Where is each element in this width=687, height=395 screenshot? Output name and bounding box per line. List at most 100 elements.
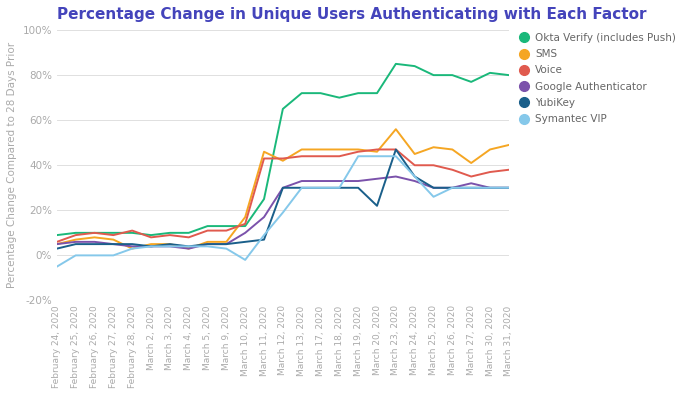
- Google Authenticator: [467, 181, 475, 186]
- YubiKey: [279, 185, 287, 190]
- Line: Google Authenticator: Google Authenticator: [57, 177, 509, 248]
- SMS: [260, 149, 268, 154]
- YubiKey: [91, 242, 99, 246]
- Google Authenticator: [166, 244, 174, 249]
- Voice: [297, 154, 306, 159]
- YubiKey: [53, 246, 61, 251]
- Symantec VIP: [71, 253, 80, 258]
- SMS: [448, 147, 456, 152]
- YubiKey: [166, 242, 174, 246]
- Google Authenticator: [429, 185, 438, 190]
- Voice: [185, 235, 193, 240]
- Symantec VIP: [166, 244, 174, 249]
- YubiKey: [429, 185, 438, 190]
- Symantec VIP: [279, 210, 287, 215]
- Symantec VIP: [392, 154, 400, 159]
- Voice: [335, 154, 344, 159]
- Okta Verify (includes Push): [486, 70, 494, 75]
- SMS: [297, 147, 306, 152]
- Voice: [317, 154, 325, 159]
- Symantec VIP: [335, 185, 344, 190]
- SMS: [241, 215, 249, 220]
- Symantec VIP: [241, 258, 249, 262]
- Symantec VIP: [467, 185, 475, 190]
- YubiKey: [467, 185, 475, 190]
- SMS: [354, 147, 362, 152]
- Voice: [166, 233, 174, 237]
- Voice: [373, 147, 381, 152]
- Google Authenticator: [109, 242, 117, 246]
- YubiKey: [128, 242, 136, 246]
- Line: Symantec VIP: Symantec VIP: [57, 156, 509, 267]
- Symantec VIP: [486, 185, 494, 190]
- Google Authenticator: [373, 177, 381, 181]
- Google Authenticator: [335, 179, 344, 183]
- Voice: [91, 230, 99, 235]
- Voice: [411, 163, 419, 167]
- Y-axis label: Percentage Change Compared to 28 Days Prior: Percentage Change Compared to 28 Days Pr…: [7, 42, 17, 288]
- Symantec VIP: [260, 233, 268, 237]
- SMS: [222, 239, 230, 244]
- Okta Verify (includes Push): [128, 230, 136, 235]
- YubiKey: [411, 174, 419, 179]
- Voice: [429, 163, 438, 167]
- YubiKey: [260, 237, 268, 242]
- Line: Voice: Voice: [57, 149, 509, 242]
- Voice: [147, 235, 155, 240]
- Google Authenticator: [354, 179, 362, 183]
- Okta Verify (includes Push): [448, 73, 456, 77]
- Voice: [486, 169, 494, 174]
- SMS: [91, 235, 99, 240]
- Symantec VIP: [91, 253, 99, 258]
- SMS: [373, 149, 381, 154]
- SMS: [317, 147, 325, 152]
- SMS: [53, 242, 61, 246]
- Okta Verify (includes Push): [222, 224, 230, 228]
- Text: Percentage Change in Unique Users Authenticating with Each Factor: Percentage Change in Unique Users Authen…: [57, 7, 646, 22]
- Symantec VIP: [429, 194, 438, 199]
- Line: YubiKey: YubiKey: [57, 149, 509, 248]
- Voice: [392, 147, 400, 152]
- Symantec VIP: [147, 244, 155, 249]
- Voice: [241, 222, 249, 226]
- Google Authenticator: [297, 179, 306, 183]
- Google Authenticator: [279, 185, 287, 190]
- SMS: [128, 246, 136, 251]
- Google Authenticator: [203, 242, 212, 246]
- Google Authenticator: [505, 185, 513, 190]
- Voice: [260, 156, 268, 161]
- Line: Okta Verify (includes Push): Okta Verify (includes Push): [57, 64, 509, 235]
- SMS: [166, 242, 174, 246]
- YubiKey: [241, 239, 249, 244]
- Google Authenticator: [411, 179, 419, 183]
- YubiKey: [392, 147, 400, 152]
- SMS: [109, 237, 117, 242]
- Okta Verify (includes Push): [166, 230, 174, 235]
- YubiKey: [373, 203, 381, 208]
- YubiKey: [203, 242, 212, 246]
- YubiKey: [486, 185, 494, 190]
- Google Authenticator: [185, 246, 193, 251]
- Symantec VIP: [317, 185, 325, 190]
- Google Authenticator: [241, 230, 249, 235]
- Google Authenticator: [128, 244, 136, 249]
- Voice: [53, 239, 61, 244]
- SMS: [147, 242, 155, 246]
- Google Authenticator: [91, 239, 99, 244]
- Okta Verify (includes Push): [354, 91, 362, 96]
- Google Authenticator: [71, 239, 80, 244]
- Symantec VIP: [505, 185, 513, 190]
- Okta Verify (includes Push): [71, 230, 80, 235]
- SMS: [203, 239, 212, 244]
- Okta Verify (includes Push): [429, 73, 438, 77]
- YubiKey: [505, 185, 513, 190]
- Symantec VIP: [222, 246, 230, 251]
- SMS: [505, 143, 513, 147]
- Okta Verify (includes Push): [411, 64, 419, 68]
- Google Authenticator: [147, 244, 155, 249]
- Voice: [354, 149, 362, 154]
- Symantec VIP: [448, 185, 456, 190]
- Symantec VIP: [128, 246, 136, 251]
- Voice: [505, 167, 513, 172]
- YubiKey: [448, 185, 456, 190]
